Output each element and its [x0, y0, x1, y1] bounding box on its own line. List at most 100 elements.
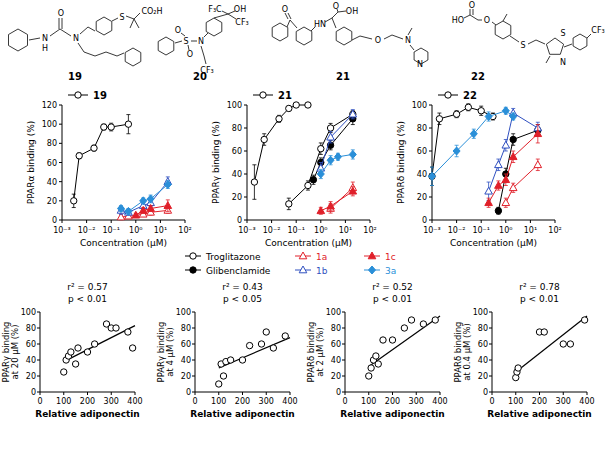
compound-number: 21 — [336, 71, 350, 82]
data-point — [84, 349, 90, 355]
atom-label: N — [560, 58, 566, 67]
y-tick-label: 60 — [47, 159, 57, 168]
x-tick-label: 10⁰ — [314, 226, 327, 235]
bond — [78, 43, 124, 56]
data-point — [495, 182, 503, 189]
data-point — [276, 116, 282, 122]
data-point — [495, 161, 503, 168]
data-point — [380, 337, 386, 343]
y-tick-label: 80 — [47, 139, 57, 148]
atom-label: N — [198, 37, 204, 46]
x-tick-label: 10⁻¹ — [102, 226, 120, 235]
x-axis-label: Relative adiponectin — [340, 409, 445, 419]
compound-number: 20 — [193, 71, 207, 82]
x-tick — [345, 220, 346, 223]
data-point — [327, 133, 335, 140]
data-point — [261, 136, 267, 142]
plot-area — [513, 316, 588, 381]
x-axis — [247, 220, 370, 221]
legend-label: Glibenclamide — [206, 266, 271, 276]
y-tick — [489, 328, 492, 329]
y-tick-label: 60 — [331, 340, 341, 349]
legend-marker — [369, 266, 376, 274]
bond — [204, 33, 208, 37]
y-tick — [192, 344, 195, 345]
bond — [470, 9, 471, 15]
y-tick-label: 60 — [232, 147, 242, 156]
error-cap — [306, 190, 310, 191]
x-tick-label: 10⁰ — [129, 226, 142, 235]
error-cap — [487, 182, 491, 183]
y-tick — [244, 105, 247, 106]
x-tick-label: 200 — [385, 397, 400, 406]
y-tick-label: 100 — [473, 308, 488, 317]
x-tick — [111, 392, 112, 395]
y-tick — [244, 174, 247, 175]
x-tick-label: 0 — [342, 397, 347, 406]
data-point — [349, 150, 356, 158]
ring — [96, 17, 112, 35]
y-tick-label: 60 — [478, 340, 488, 349]
error-cap — [511, 162, 515, 163]
atom-label: O — [58, 9, 64, 18]
bond — [464, 15, 470, 18]
x-tick — [242, 392, 243, 395]
series-line — [254, 105, 308, 182]
data-point — [263, 329, 269, 335]
compound-number: 19 — [68, 71, 82, 82]
x-tick-label: 100 — [211, 397, 226, 406]
atom-label: S — [183, 37, 188, 46]
y-tick — [37, 360, 40, 361]
data-point — [117, 205, 124, 213]
dose-chart: 02040608010012010⁻³10⁻²10⁻¹10⁰10¹10²Conc… — [26, 90, 192, 249]
legend-marker — [368, 252, 376, 259]
data-point — [101, 124, 107, 130]
data-point — [317, 207, 325, 214]
x-tick-label: 10⁻³ — [53, 226, 71, 235]
x-tick-label: 10¹ — [154, 226, 167, 235]
x-tick — [481, 220, 482, 223]
bond — [214, 14, 228, 18]
bond — [510, 36, 519, 42]
x-tick — [218, 392, 219, 395]
x-tick — [40, 392, 41, 395]
data-point — [108, 124, 114, 130]
data-point — [220, 373, 226, 379]
x-tick-label: 300 — [409, 397, 424, 406]
data-point — [509, 184, 517, 191]
error-cap — [437, 113, 441, 114]
y-tick — [429, 128, 432, 129]
y-axis-label: PPARγ binding (%) — [211, 121, 221, 204]
data-point — [282, 333, 288, 339]
error-cap — [430, 167, 434, 168]
legend-label: 1c — [385, 252, 396, 262]
ring — [495, 21, 511, 39]
error-cap — [479, 106, 483, 107]
data-point — [139, 206, 147, 213]
bond — [503, 14, 507, 21]
error-cap — [504, 139, 508, 140]
bond — [352, 36, 372, 40]
x-tick-label: 100 — [508, 397, 523, 406]
atom-label: N — [405, 36, 411, 45]
y-tick-label: 20 — [26, 372, 36, 381]
y-tick-label: 40 — [26, 356, 36, 365]
data-point — [227, 357, 233, 363]
y-tick — [59, 105, 62, 106]
x-axis-label: Relative adiponectin — [35, 409, 140, 419]
x-tick — [505, 220, 506, 223]
x-tick-label: 10⁻¹ — [472, 226, 490, 235]
x-tick — [456, 220, 457, 223]
x-tick-label: 10⁻² — [448, 226, 466, 235]
error-cap — [252, 199, 256, 200]
y-axis-label: at 0.4 μM (%) — [462, 323, 472, 381]
atom-label: CF₃ — [235, 18, 248, 27]
data-point — [293, 102, 299, 108]
error-cap — [536, 170, 540, 171]
data-point — [125, 329, 131, 335]
error-cap — [319, 142, 323, 143]
x-tick — [290, 392, 291, 395]
ring — [546, 38, 563, 54]
y-axis-label: at 2 μM (%) — [315, 327, 325, 377]
error-cap — [262, 145, 266, 146]
